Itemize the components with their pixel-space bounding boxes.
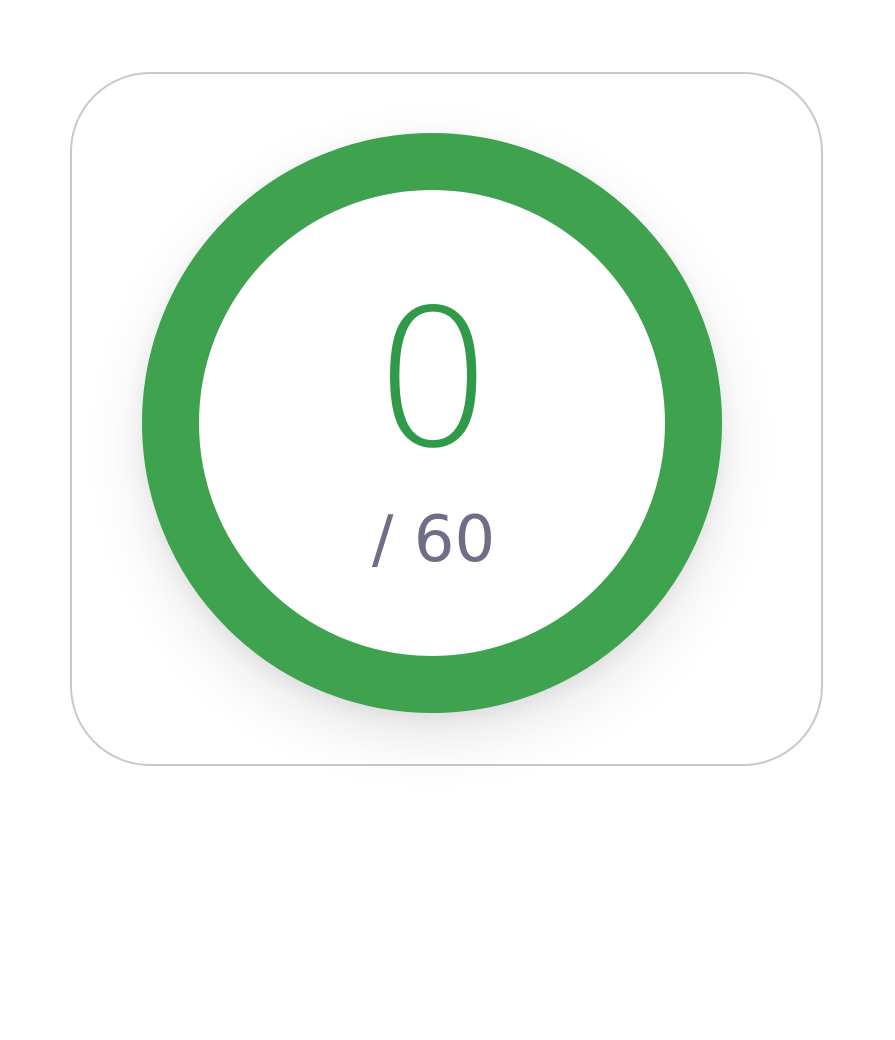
score-value: 0 [373, 269, 494, 490]
score-total: / 60 [371, 503, 496, 577]
